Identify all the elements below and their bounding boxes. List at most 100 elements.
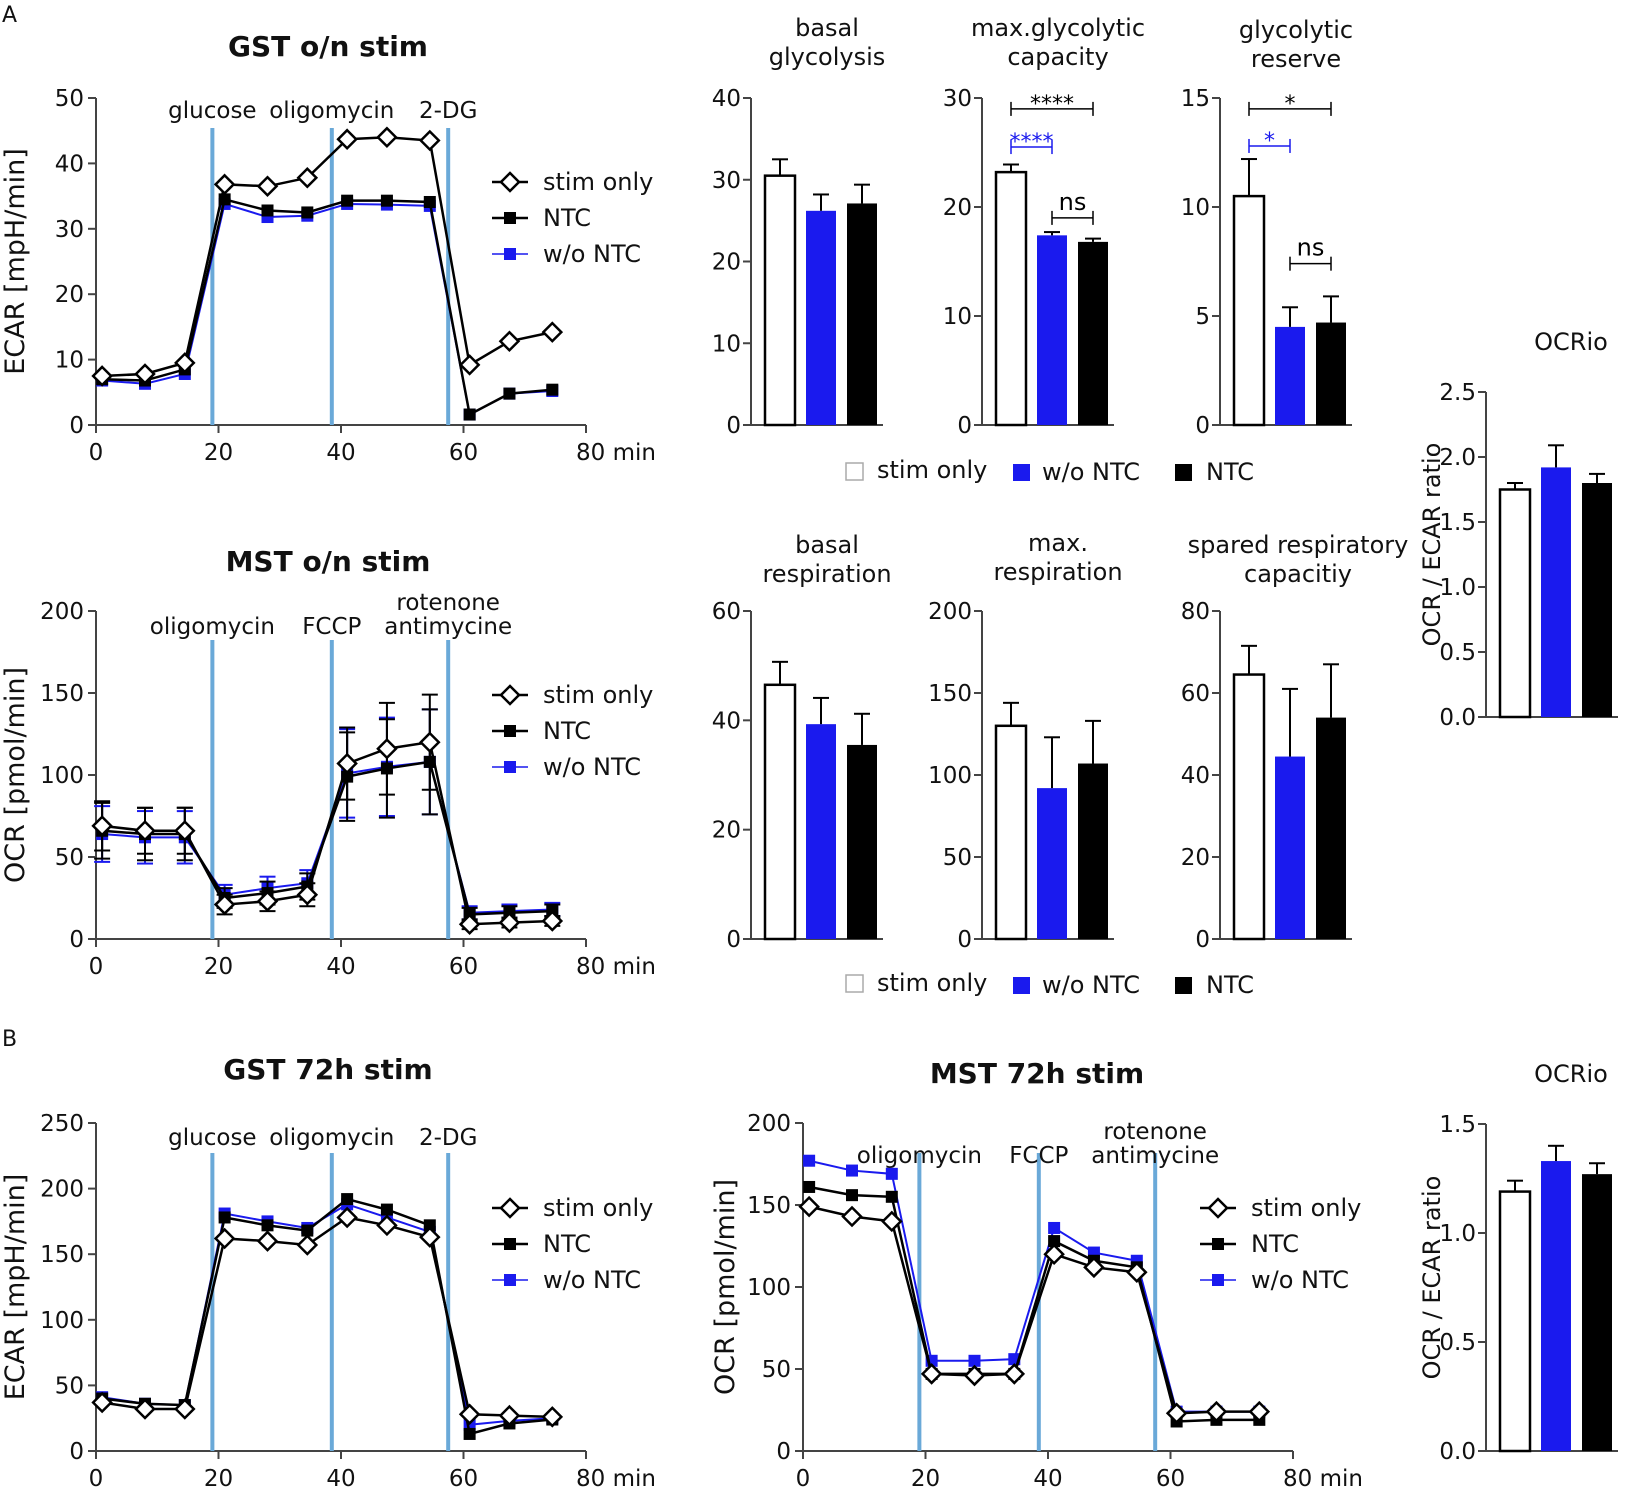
y-tick-label: 200 — [928, 599, 972, 625]
data-point-ntc — [341, 194, 354, 207]
y-tick-label: 0.5 — [1439, 640, 1476, 666]
y-axis-label: OCR / ECAR ratio — [1418, 443, 1446, 647]
legend-label-ntc: NTC — [1206, 971, 1254, 999]
series-line — [808, 1185, 1260, 1423]
data-point-stim-only — [1248, 1400, 1271, 1423]
data-point-stim-only — [541, 910, 564, 932]
significance-label: **** — [1030, 92, 1074, 117]
y-axis-label: ECAR [mpH/min] — [0, 148, 31, 375]
y-axis-label: OCR [pmol/min] — [710, 1179, 741, 1395]
data-point-stim-only — [174, 819, 196, 842]
bar — [1275, 326, 1305, 425]
x-tick-label: 40 — [1033, 1466, 1062, 1490]
legend-top: stim only w/o NTC NTC — [845, 456, 1254, 486]
chart-title: glycolytic — [1239, 16, 1353, 44]
y-tick-label: 30 — [943, 86, 972, 112]
x-tick-label: 20 — [204, 440, 233, 466]
y-tick-label: 0 — [957, 927, 972, 953]
legend-swatch-stim-only — [845, 462, 864, 481]
y-tick-label: 150 — [747, 1193, 791, 1219]
legend-label: NTC — [543, 717, 591, 745]
y-tick-label: 5 — [1195, 304, 1210, 330]
chart-title: OCRio — [1534, 328, 1608, 356]
data-point-ntc — [380, 194, 393, 207]
x-tick-label: 20 — [204, 1466, 233, 1490]
data-point-ntc — [261, 1219, 274, 1232]
y-tick-label: 0 — [1195, 413, 1210, 439]
y-tick-label: 20 — [712, 818, 741, 844]
data-point-ntc — [380, 1203, 393, 1216]
y-tick-label: 1.0 — [1439, 1221, 1476, 1247]
series-line — [102, 760, 553, 914]
y-tick-label: 60 — [1181, 681, 1210, 707]
legend-label: NTC — [543, 204, 591, 232]
injection-label: FCCP — [1009, 1143, 1068, 1169]
x-tick-label: 20 — [911, 1466, 940, 1490]
significance-label: **** — [1010, 130, 1054, 155]
data-point-stim-only — [419, 731, 441, 753]
bar — [1078, 241, 1108, 425]
legend-marker — [504, 1274, 516, 1286]
data-point-stim-only — [963, 1364, 986, 1387]
chart-title: max.glycolytic — [971, 14, 1145, 42]
y-tick-label: 60 — [712, 599, 741, 625]
y-tick-label: 150 — [928, 681, 972, 707]
chart-title: GST o/n stim — [228, 30, 428, 63]
chart-title: OCRio — [1534, 1060, 1608, 1088]
y-tick-label: 100 — [40, 763, 84, 789]
bar — [1078, 763, 1108, 939]
bar — [806, 210, 836, 425]
data-point-ntc — [423, 195, 436, 208]
legend-swatch-stim-only — [845, 974, 864, 993]
x-tick-label: 60 — [449, 954, 478, 980]
injection-label: oligomycin — [269, 98, 394, 124]
chart-title: MST o/n stim — [226, 545, 431, 578]
x-tick-label: 40 — [326, 440, 355, 466]
y-tick-label: 10 — [712, 331, 741, 357]
injection-label: rotenone — [1103, 1119, 1207, 1145]
legend-label-ntc: NTC — [1206, 458, 1254, 486]
legend-label: NTC — [1251, 1230, 1299, 1258]
bar — [847, 203, 877, 425]
y-tick-label: 0.0 — [1439, 1439, 1476, 1465]
data-point-stim-only — [213, 1227, 236, 1250]
y-tick-label: 20 — [712, 250, 741, 276]
data-point-stim-only — [541, 1406, 564, 1428]
line-chart-gst_on: GST o/n stim ECAR [mpH/min] 0 10 20 30 40 50 0 20… — [0, 30, 656, 466]
y-tick-label: 20 — [55, 282, 84, 308]
data-point-w-o-ntc — [846, 1164, 858, 1177]
bar — [1498, 488, 1532, 719]
legend-marker — [499, 1197, 521, 1219]
data-point-stim-only — [419, 1226, 441, 1248]
injection-label: antimycine — [1091, 1143, 1219, 1169]
legend-label: NTC — [543, 1230, 591, 1258]
data-point-stim-only — [174, 1398, 196, 1420]
data-point-stim-only — [498, 911, 521, 934]
legend-label: stim only — [543, 168, 653, 196]
bar — [1582, 483, 1612, 717]
data-point-ntc — [546, 383, 559, 396]
data-point-ntc — [463, 408, 476, 421]
y-tick-label: 150 — [40, 681, 84, 707]
data-point-w-o-ntc — [803, 1154, 816, 1167]
x-tick-label: 40 — [326, 954, 355, 980]
chart-title: max. — [1028, 529, 1088, 557]
chart-title: basal — [795, 531, 859, 559]
x-tick-label: 0 — [89, 440, 104, 466]
bar — [1037, 788, 1067, 939]
data-point-stim-only — [296, 167, 319, 189]
data-point-ntc — [1048, 1235, 1061, 1248]
legend-marker — [504, 761, 516, 773]
y-tick-label: 10 — [55, 348, 84, 374]
data-point-stim-only — [458, 913, 481, 936]
injection-label: oligomycin — [857, 1143, 982, 1169]
bar — [994, 170, 1028, 427]
x-tick-label: 0 — [796, 1466, 811, 1490]
x-tick-label: 80 min — [576, 1466, 656, 1490]
panel-label-a: A — [2, 3, 17, 28]
data-point-stim-only — [336, 752, 358, 775]
y-tick-label: 50 — [55, 86, 84, 112]
y-tick-label: 100 — [928, 763, 972, 789]
y-tick-label: 0 — [69, 1439, 84, 1465]
